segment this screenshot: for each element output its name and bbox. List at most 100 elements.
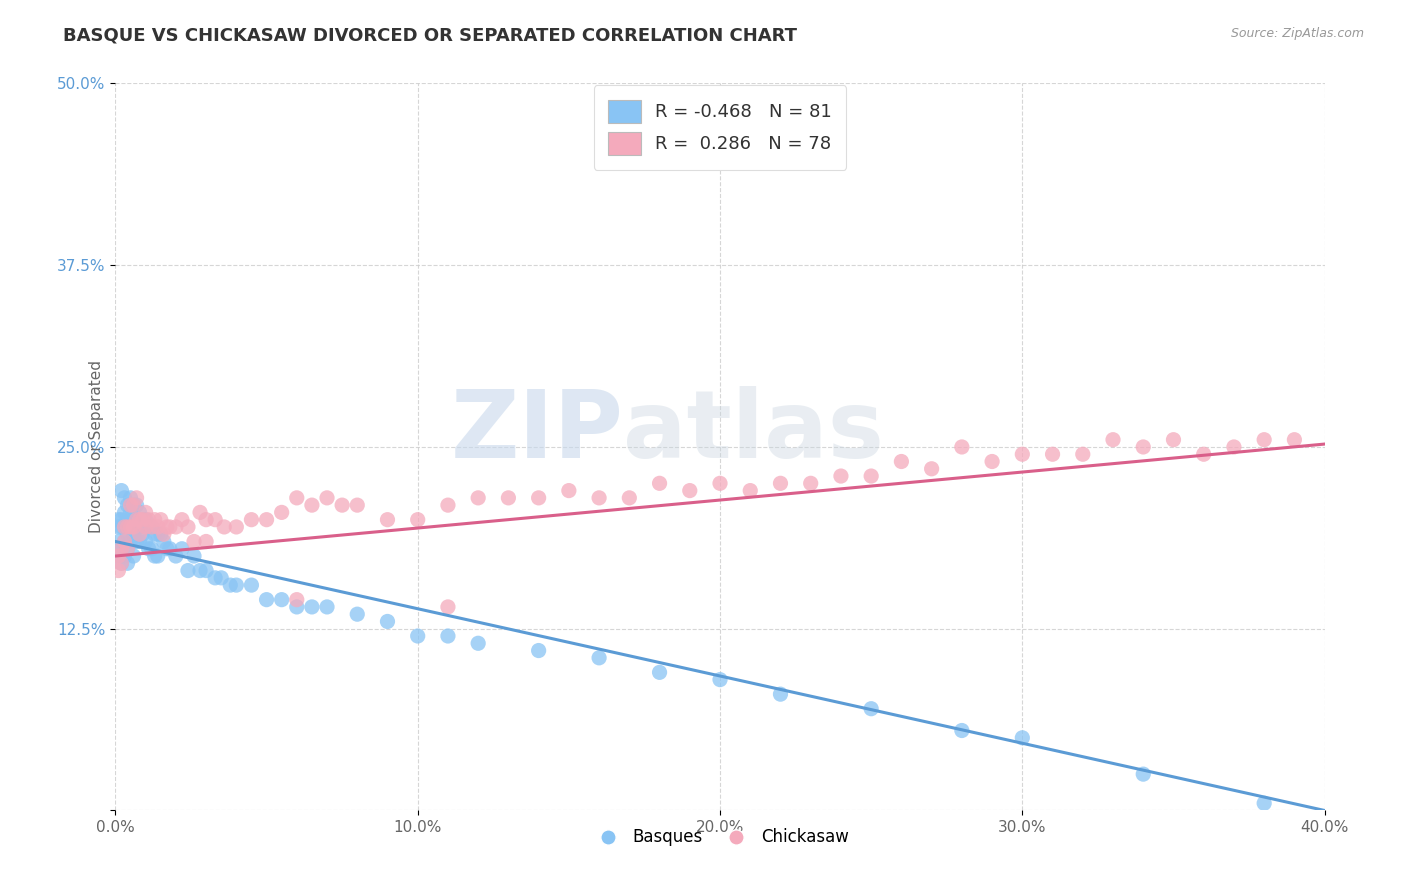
Point: [1132, 767, 1154, 781]
Point: [1253, 796, 1275, 810]
Point: [588, 650, 610, 665]
Point: [437, 498, 460, 512]
Point: [114, 491, 136, 505]
Point: [225, 520, 247, 534]
Point: [159, 541, 181, 556]
Point: [377, 615, 399, 629]
Point: [138, 520, 160, 534]
Point: [143, 513, 166, 527]
Point: [769, 687, 792, 701]
Text: atlas: atlas: [623, 386, 884, 478]
Point: [114, 520, 136, 534]
Point: [128, 505, 150, 519]
Point: [330, 498, 353, 512]
Point: [950, 440, 973, 454]
Point: [120, 491, 142, 505]
Point: [285, 491, 308, 505]
Point: [921, 462, 943, 476]
Point: [709, 673, 731, 687]
Point: [117, 541, 139, 556]
Point: [156, 541, 179, 556]
Point: [648, 665, 671, 680]
Point: [156, 520, 179, 534]
Point: [209, 571, 232, 585]
Point: [165, 520, 187, 534]
Point: [981, 454, 1004, 468]
Point: [117, 527, 139, 541]
Point: [122, 520, 145, 534]
Point: [527, 491, 550, 505]
Point: [143, 527, 166, 541]
Point: [256, 592, 278, 607]
Point: [122, 527, 145, 541]
Point: [114, 549, 136, 563]
Point: [256, 513, 278, 527]
Point: [1163, 433, 1185, 447]
Point: [240, 513, 263, 527]
Point: [152, 527, 174, 541]
Point: [120, 505, 142, 519]
Point: [122, 513, 145, 527]
Text: ZIP: ZIP: [450, 386, 623, 478]
Text: BASQUE VS CHICKASAW DIVORCED OR SEPARATED CORRELATION CHART: BASQUE VS CHICKASAW DIVORCED OR SEPARATE…: [63, 27, 797, 45]
Point: [114, 520, 136, 534]
Point: [437, 629, 460, 643]
Point: [270, 592, 292, 607]
Point: [128, 520, 150, 534]
Point: [117, 541, 139, 556]
Y-axis label: Divorced or Separated: Divorced or Separated: [90, 360, 104, 533]
Point: [138, 541, 160, 556]
Point: [204, 571, 226, 585]
Point: [107, 564, 129, 578]
Point: [437, 599, 460, 614]
Point: [125, 513, 148, 527]
Point: [107, 549, 129, 563]
Point: [149, 513, 172, 527]
Point: [149, 527, 172, 541]
Point: [1042, 447, 1064, 461]
Point: [107, 534, 129, 549]
Point: [950, 723, 973, 738]
Point: [204, 513, 226, 527]
Point: [177, 520, 200, 534]
Point: [467, 491, 489, 505]
Point: [122, 498, 145, 512]
Point: [183, 549, 205, 563]
Point: [141, 520, 163, 534]
Text: Source: ZipAtlas.com: Source: ZipAtlas.com: [1230, 27, 1364, 40]
Point: [212, 520, 235, 534]
Point: [183, 534, 205, 549]
Point: [135, 520, 157, 534]
Point: [860, 702, 883, 716]
Point: [107, 513, 129, 527]
Point: [527, 643, 550, 657]
Point: [110, 513, 132, 527]
Point: [138, 513, 160, 527]
Point: [131, 527, 153, 541]
Point: [125, 520, 148, 534]
Point: [890, 454, 912, 468]
Point: [131, 513, 153, 527]
Point: [110, 520, 132, 534]
Point: [377, 513, 399, 527]
Point: [709, 476, 731, 491]
Point: [558, 483, 581, 498]
Point: [128, 527, 150, 541]
Point: [114, 534, 136, 549]
Point: [170, 513, 193, 527]
Point: [143, 549, 166, 563]
Point: [1253, 433, 1275, 447]
Point: [125, 491, 148, 505]
Point: [135, 534, 157, 549]
Point: [114, 505, 136, 519]
Point: [346, 607, 368, 622]
Point: [117, 556, 139, 570]
Point: [860, 469, 883, 483]
Point: [195, 534, 218, 549]
Point: [1071, 447, 1094, 461]
Point: [125, 534, 148, 549]
Point: [146, 520, 169, 534]
Point: [114, 534, 136, 549]
Point: [122, 549, 145, 563]
Point: [110, 483, 132, 498]
